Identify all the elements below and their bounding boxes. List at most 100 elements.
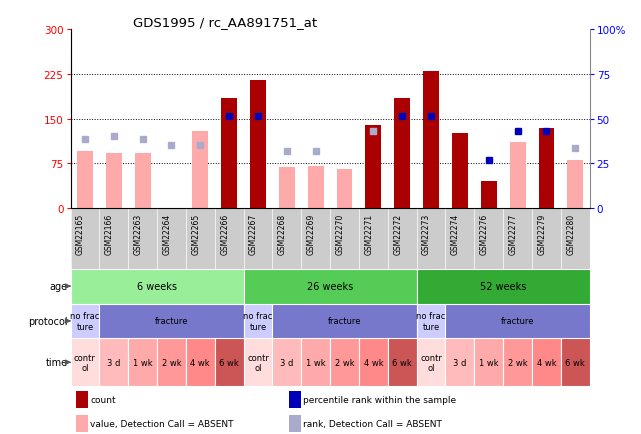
Text: GSM22276: GSM22276 [479, 213, 488, 254]
Bar [365, 125, 381, 208]
Bar [288, 391, 301, 408]
Bar [445, 339, 474, 386]
Bar [510, 143, 526, 208]
Bar [77, 152, 93, 208]
Bar [481, 181, 497, 208]
Text: GSM22264: GSM22264 [162, 213, 172, 254]
Text: fracture: fracture [154, 317, 188, 326]
Bar [474, 339, 503, 386]
Text: GSM22265: GSM22265 [191, 213, 200, 254]
Text: 2 wk: 2 wk [335, 358, 354, 367]
Text: 4 wk: 4 wk [190, 358, 210, 367]
Bar [330, 339, 359, 386]
Bar [71, 269, 244, 304]
Text: 3 d: 3 d [280, 358, 294, 367]
Bar [394, 99, 410, 208]
Text: no frac
ture: no frac ture [244, 312, 272, 331]
Bar [272, 339, 301, 386]
Bar [337, 170, 353, 208]
Text: 6 wk: 6 wk [219, 358, 239, 367]
Bar [288, 415, 301, 432]
Text: GSM22269: GSM22269 [306, 213, 315, 254]
Text: no frac
ture: no frac ture [71, 312, 99, 331]
Bar [532, 339, 561, 386]
Bar [71, 339, 99, 386]
Bar [221, 99, 237, 208]
Text: age: age [49, 282, 68, 291]
Text: GSM22165: GSM22165 [76, 213, 85, 254]
Text: fracture: fracture [501, 317, 535, 326]
Bar [445, 304, 590, 339]
Bar [250, 81, 266, 208]
Text: GDS1995 / rc_AA891751_at: GDS1995 / rc_AA891751_at [133, 16, 317, 29]
Bar [186, 339, 215, 386]
Bar [128, 339, 157, 386]
Text: 4 wk: 4 wk [363, 358, 383, 367]
Bar [244, 269, 417, 304]
Text: GSM22267: GSM22267 [249, 213, 258, 254]
Bar [417, 304, 445, 339]
Text: 3 d: 3 d [453, 358, 467, 367]
Text: GSM22279: GSM22279 [537, 213, 546, 254]
Bar [76, 391, 88, 408]
Text: 52 weeks: 52 weeks [480, 282, 526, 291]
Text: value, Detection Call = ABSENT: value, Detection Call = ABSENT [90, 419, 234, 428]
Bar [417, 339, 445, 386]
Bar [561, 339, 590, 386]
Text: 1 wk: 1 wk [306, 358, 326, 367]
Text: GSM22273: GSM22273 [422, 213, 431, 254]
Text: 6 weeks: 6 weeks [137, 282, 177, 291]
Text: GSM22272: GSM22272 [393, 213, 403, 254]
Bar [192, 131, 208, 208]
Bar [417, 269, 590, 304]
Bar [452, 134, 468, 208]
Text: GSM22268: GSM22268 [278, 213, 287, 254]
Text: GSM22266: GSM22266 [220, 213, 229, 254]
Bar [272, 304, 417, 339]
Text: GSM22277: GSM22277 [508, 213, 518, 254]
Bar [135, 154, 151, 208]
Text: GSM22263: GSM22263 [133, 213, 142, 254]
Bar [215, 339, 244, 386]
Bar [359, 339, 388, 386]
Text: 1 wk: 1 wk [133, 358, 153, 367]
Bar [423, 72, 439, 208]
Text: 3 d: 3 d [107, 358, 121, 367]
Bar [503, 339, 532, 386]
Text: count: count [90, 395, 116, 404]
Text: 2 wk: 2 wk [162, 358, 181, 367]
Bar [567, 161, 583, 208]
Text: 1 wk: 1 wk [479, 358, 499, 367]
Bar [244, 304, 272, 339]
Text: 6 wk: 6 wk [392, 358, 412, 367]
Bar [71, 304, 99, 339]
Text: percentile rank within the sample: percentile rank within the sample [303, 395, 456, 404]
Bar [99, 339, 128, 386]
Text: time: time [46, 358, 68, 367]
Bar [76, 415, 88, 432]
Text: contr
ol: contr ol [247, 353, 269, 372]
Bar [388, 339, 417, 386]
Text: GSM22270: GSM22270 [335, 213, 345, 254]
Text: GSM22166: GSM22166 [104, 213, 114, 254]
Text: 26 weeks: 26 weeks [307, 282, 353, 291]
Text: contr
ol: contr ol [74, 353, 96, 372]
Bar [157, 339, 186, 386]
Text: rank, Detection Call = ABSENT: rank, Detection Call = ABSENT [303, 419, 442, 428]
Bar [106, 154, 122, 208]
Bar [99, 304, 244, 339]
Text: no frac
ture: no frac ture [417, 312, 445, 331]
Bar [301, 339, 330, 386]
Text: protocol: protocol [28, 316, 68, 326]
Text: 4 wk: 4 wk [537, 358, 556, 367]
Bar [538, 128, 554, 208]
Text: fracture: fracture [328, 317, 362, 326]
Bar [244, 339, 272, 386]
Text: GSM22274: GSM22274 [451, 213, 460, 254]
Bar [308, 167, 324, 208]
Text: GSM22280: GSM22280 [566, 213, 576, 254]
Text: 2 wk: 2 wk [508, 358, 528, 367]
Bar [279, 168, 295, 208]
Text: GSM22271: GSM22271 [364, 213, 373, 254]
Text: 6 wk: 6 wk [565, 358, 585, 367]
